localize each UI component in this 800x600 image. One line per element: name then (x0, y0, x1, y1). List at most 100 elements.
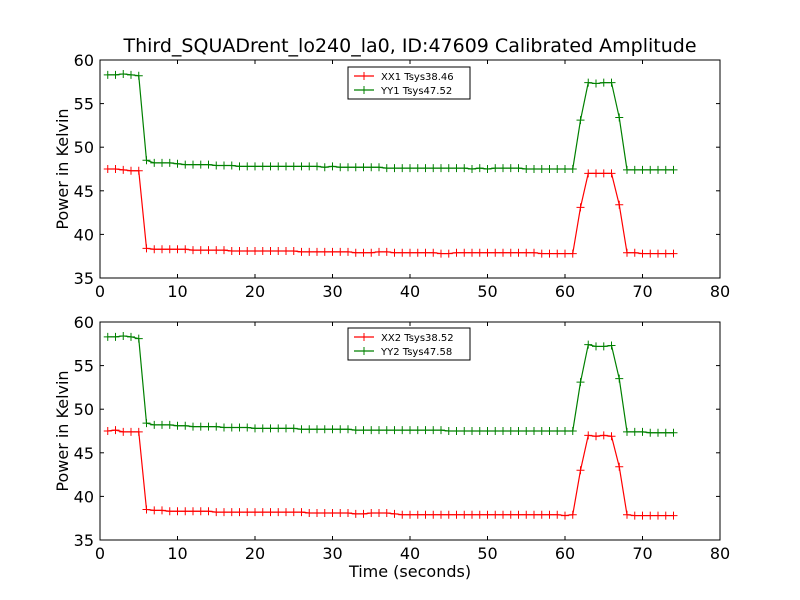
data-point (475, 164, 484, 173)
data-point (638, 249, 647, 258)
data-point (553, 427, 562, 435)
data-point (406, 164, 414, 173)
data-point (561, 427, 569, 435)
y-tick-label: 35 (74, 531, 94, 550)
data-point (305, 162, 314, 171)
data-point (336, 247, 345, 256)
data-point (592, 432, 600, 441)
data-point (344, 508, 352, 517)
data-point (127, 427, 135, 436)
data-point (599, 342, 608, 351)
chart-panel-1: 0 10 20 30 40 50 60 70 80 35 40 45 50 55 60 Power in Ke… (53, 51, 730, 301)
data-point (561, 511, 569, 520)
data-point (398, 426, 407, 435)
data-point (258, 508, 267, 517)
x-tick-label: 0 (95, 544, 105, 563)
data-point (654, 428, 662, 437)
data-point (297, 247, 306, 256)
data-point (429, 164, 438, 173)
data-point (235, 508, 244, 517)
data-point (320, 247, 329, 256)
data-point (545, 165, 554, 173)
data-point (119, 165, 128, 174)
data-point (452, 248, 461, 257)
data-point (382, 508, 391, 517)
data-point (266, 162, 275, 171)
data-point (119, 331, 128, 340)
data-point (506, 427, 515, 435)
data-point (530, 165, 538, 173)
data-point (638, 427, 647, 436)
data-point (638, 511, 647, 520)
data-point (646, 511, 655, 520)
data-point (328, 425, 337, 434)
data-point (607, 78, 616, 87)
data-point (654, 511, 662, 520)
data-point (351, 509, 360, 518)
data-point (359, 248, 368, 257)
data-point (437, 510, 445, 519)
data-point (375, 163, 383, 172)
data-point (351, 163, 360, 172)
data-point (475, 510, 484, 519)
data-point (437, 249, 445, 258)
data-point (413, 510, 422, 519)
data-point (320, 425, 329, 434)
y-tick-label: 35 (74, 269, 94, 288)
y-tick-label: 50 (74, 400, 94, 419)
data-point (514, 248, 523, 257)
data-point (491, 164, 500, 173)
data-point (437, 164, 445, 173)
data-point (615, 374, 624, 383)
data-point (258, 424, 267, 433)
legend-marker (360, 72, 368, 80)
chart-panel-2: 0 10 20 30 40 50 60 70 80 35 40 45 50 55 60 Power in Ke… (53, 313, 730, 581)
data-point (398, 164, 407, 173)
data-point (429, 510, 438, 519)
data-point (522, 427, 531, 435)
data-point (561, 249, 569, 258)
data-point (413, 426, 422, 435)
data-point (212, 161, 221, 170)
legend-label: YY1 Tsys47.52 (380, 86, 452, 97)
data-point (661, 511, 670, 520)
data-point (646, 165, 655, 174)
data-point (274, 162, 283, 171)
y-tick-label: 55 (74, 357, 94, 376)
data-point (266, 246, 275, 255)
data-point (189, 246, 197, 255)
data-point (274, 508, 283, 517)
figure-title: Third_SQUADrent_lo240_la0, ID:47609 Cali… (122, 35, 696, 57)
data-point (522, 248, 531, 257)
data-point (669, 249, 678, 258)
data-point (251, 508, 259, 517)
data-point (289, 162, 298, 171)
data-point (646, 428, 655, 437)
data-point (127, 332, 135, 341)
data-point (181, 507, 190, 516)
data-point (336, 508, 345, 517)
data-point (266, 424, 275, 433)
data-point (522, 165, 531, 173)
data-point (305, 425, 314, 434)
data-point (258, 162, 267, 171)
data-point (375, 426, 383, 435)
data-point (134, 334, 143, 343)
data-point (351, 426, 360, 435)
data-point (382, 426, 391, 435)
data-point (390, 426, 399, 435)
data-point (282, 424, 290, 433)
data-point (545, 427, 554, 435)
data-point (561, 165, 569, 173)
data-point (274, 246, 283, 255)
data-point (150, 420, 159, 429)
legend-label: XX2 Tsys38.52 (381, 333, 454, 344)
data-point (468, 427, 476, 435)
data-point (196, 422, 205, 431)
data-point (258, 246, 267, 255)
data-point (344, 163, 352, 172)
data-point (499, 248, 507, 257)
data-point (623, 165, 631, 174)
data-point (444, 164, 453, 173)
data-point (615, 200, 624, 209)
